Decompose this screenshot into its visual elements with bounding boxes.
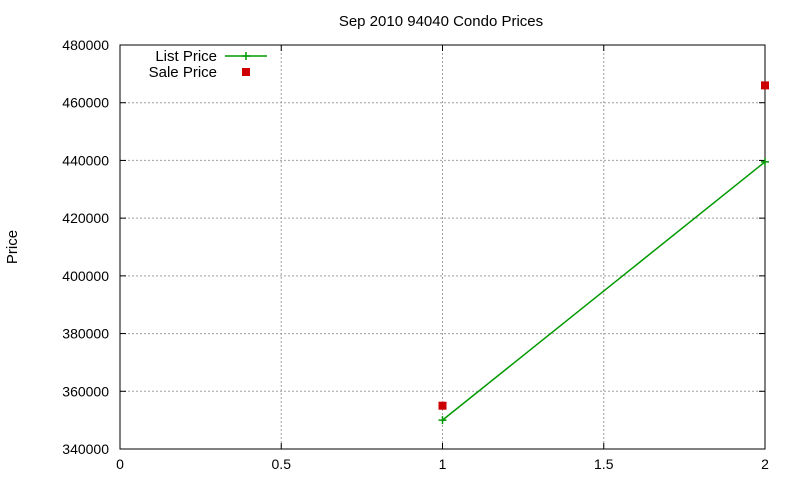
y-tick-label: 440000: [62, 152, 109, 168]
y-tick-label: 420000: [62, 210, 109, 226]
series-line-list-price: [442, 161, 766, 421]
axis-ticks: 0 0.5 1 1.5 2 340000 360000 380000 400000 420000 4…: [62, 37, 769, 472]
x-tick-label: 0.5: [272, 456, 292, 472]
grid-lines: [120, 45, 765, 449]
y-tick-label: 400000: [62, 268, 109, 284]
sale-price-point: [761, 81, 769, 90]
x-tick-label: 2: [761, 456, 769, 472]
y-tick-label: 340000: [62, 441, 109, 457]
x-tick-label: 1.5: [594, 456, 614, 472]
y-tick-label: 360000: [62, 383, 109, 399]
x-tick-label: 1: [439, 456, 447, 472]
y-axis-label: Price: [4, 230, 21, 264]
chart-title: Sep 2010 94040 Condo Prices: [339, 13, 543, 30]
y-tick-label: 460000: [62, 95, 109, 111]
series-layer: [438, 81, 769, 425]
y-tick-label: 380000: [62, 326, 109, 342]
legend-label: Sale Price: [149, 64, 217, 81]
legend-label: List Price: [155, 48, 217, 65]
sale-price-point: [438, 401, 447, 410]
legend-marker: [242, 68, 250, 76]
y-tick-label: 480000: [62, 37, 109, 53]
list-price-point: [438, 416, 447, 425]
list-price-point: [761, 157, 769, 166]
x-tick-label: 0: [116, 456, 124, 472]
legend-marker: [242, 52, 250, 60]
